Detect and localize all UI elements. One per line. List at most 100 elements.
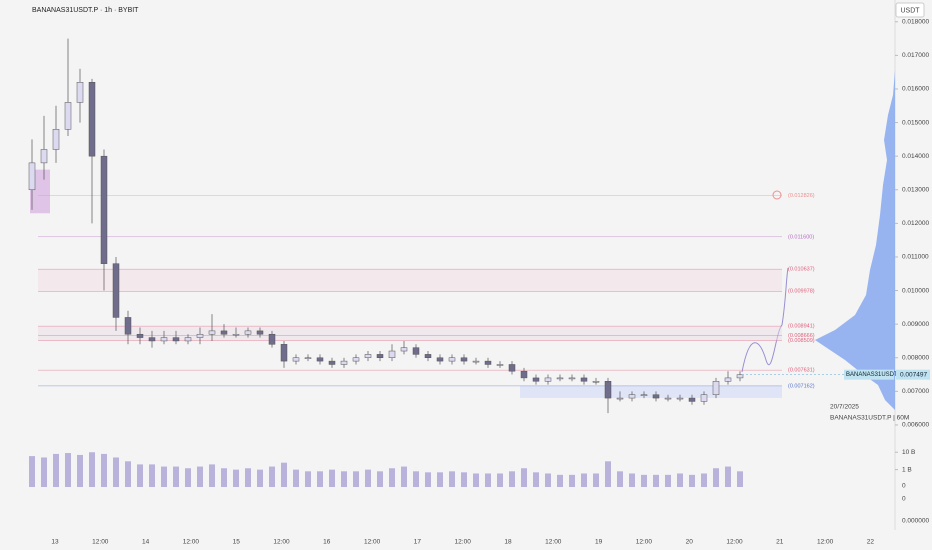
level-label: (0.007631) — [788, 368, 815, 374]
volume-bar — [197, 466, 203, 487]
volume-bar — [209, 464, 215, 487]
candle-body — [604, 381, 612, 399]
candle-body — [700, 394, 708, 402]
candle-body — [316, 357, 324, 362]
volume-bar — [569, 474, 575, 487]
x-tick-label: 12:00 — [455, 539, 472, 546]
volume-bar — [665, 474, 671, 487]
volume-bar — [713, 468, 719, 487]
level-label: (0.011600) — [788, 234, 814, 240]
candle-body — [628, 394, 636, 399]
candle-body — [112, 263, 120, 318]
y-tick-label: 0.009000 — [902, 321, 929, 328]
symbol-tag: BANANAS31USDT.P — [846, 372, 903, 378]
candle-body — [304, 357, 312, 359]
candle-body — [28, 162, 36, 191]
panel-label: 0.000000 — [902, 518, 929, 525]
candle-body — [496, 364, 504, 366]
volume-bar — [137, 464, 143, 487]
volume-bar — [281, 462, 287, 487]
candle-body — [400, 347, 408, 352]
moon-icon — [772, 190, 782, 200]
volume-bar — [725, 466, 731, 487]
x-tick-label: 22 — [867, 539, 875, 546]
candle-body — [424, 354, 432, 358]
y-tick-label: 0.016000 — [902, 86, 929, 93]
y-tick-label: 0.012000 — [902, 220, 929, 227]
level-label: (0.009978) — [788, 289, 815, 295]
volume-bar — [605, 461, 611, 487]
volume-bar — [617, 471, 623, 487]
candle-body — [484, 360, 492, 365]
volume-bar — [305, 471, 311, 487]
volume-bar — [125, 461, 131, 487]
candle-body — [436, 357, 444, 362]
panel-label: 0 — [902, 496, 906, 503]
x-tick-label: 12:00 — [545, 539, 562, 546]
volume-bar — [77, 454, 83, 487]
y-tick-label: 0.017000 — [902, 52, 929, 59]
candle-body — [676, 397, 684, 400]
volume-bar — [509, 471, 515, 487]
price-tag-box — [896, 369, 930, 380]
candle-body — [688, 397, 696, 402]
x-tick-label: 17 — [414, 539, 422, 546]
volume-bar — [389, 468, 395, 487]
volume-bar — [593, 473, 599, 487]
volume-bar — [53, 453, 59, 487]
volume-bar — [41, 457, 47, 487]
candle-body — [208, 330, 216, 335]
volume-bar — [425, 472, 431, 487]
zone — [38, 269, 782, 292]
volume-bar — [89, 452, 95, 487]
candle-body — [376, 354, 384, 358]
candle-body — [184, 337, 192, 342]
y-tick-label: 0.015000 — [902, 119, 929, 126]
candle-body — [460, 357, 468, 362]
candle-body — [88, 82, 96, 157]
candle-body — [172, 337, 180, 342]
y-tick-label: 0.007000 — [902, 388, 929, 395]
x-tick-label: 15 — [233, 539, 241, 546]
volume-bar — [293, 469, 299, 487]
level-label: (0.008509) — [788, 338, 815, 344]
price-tag: 0.007497 — [900, 371, 927, 378]
candle-body — [652, 394, 660, 399]
y-tick-label: 0.018000 — [902, 18, 929, 25]
y-tick-label: 0.008000 — [902, 354, 929, 361]
level-label: (0.008666) — [788, 333, 815, 339]
candle-body — [124, 317, 132, 335]
volume-bar — [353, 471, 359, 487]
x-tick-label: 12:00 — [364, 539, 381, 546]
candle-body — [148, 337, 156, 342]
candle-body — [664, 397, 672, 400]
x-tick-label: 12:00 — [273, 539, 290, 546]
volume-bar — [221, 468, 227, 487]
level-label: (0.012826) — [788, 193, 815, 199]
candle-body — [508, 364, 516, 372]
volume-bar — [29, 456, 35, 487]
y-tick-label: 0.011000 — [902, 254, 929, 261]
volume-bar — [737, 471, 743, 487]
candle-body — [448, 357, 456, 362]
candle-body — [244, 330, 252, 335]
candle-body — [280, 344, 288, 362]
candle-body — [556, 377, 564, 380]
volume-bar — [365, 469, 371, 487]
level-label: (0.008941) — [788, 324, 815, 330]
volume-bar — [437, 472, 443, 487]
candle-body — [544, 377, 552, 382]
candle-body — [136, 333, 144, 338]
x-tick-label: 21 — [776, 539, 784, 546]
volume-bar — [485, 473, 491, 487]
volume-bar — [101, 453, 107, 487]
currency-button[interactable] — [895, 2, 925, 18]
candle-body — [724, 377, 732, 382]
volume-bar — [317, 471, 323, 487]
volume-bar — [497, 473, 503, 487]
volume-bar — [257, 469, 263, 487]
candle-body — [100, 155, 108, 264]
candle-body — [196, 333, 204, 338]
candle-body — [52, 129, 60, 150]
